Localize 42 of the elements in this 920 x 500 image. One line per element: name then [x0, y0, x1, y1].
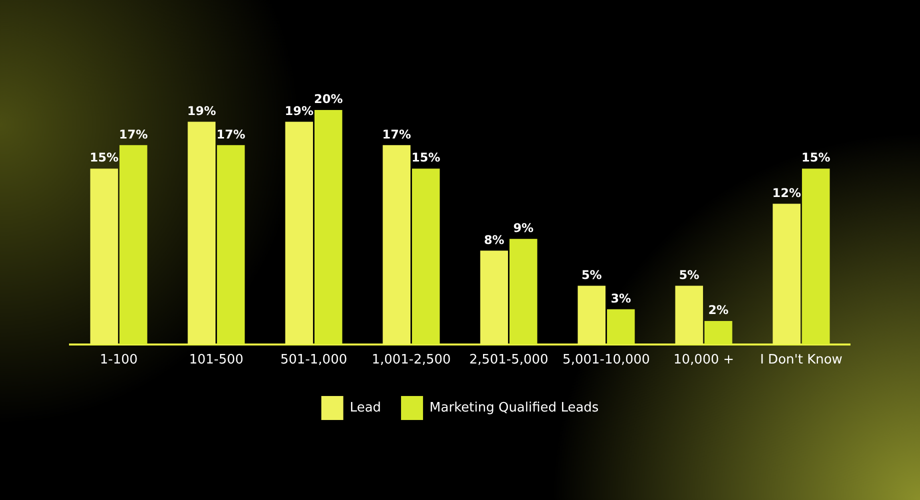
data-label: 5% — [678, 268, 700, 282]
bar — [119, 145, 148, 344]
bar — [216, 145, 245, 344]
bar — [606, 309, 635, 344]
bar — [802, 168, 830, 344]
data-label: 15% — [802, 150, 830, 165]
data-label: 12% — [772, 186, 801, 200]
bar — [704, 320, 732, 344]
data-label: 17% — [119, 127, 148, 142]
data-label: 20% — [314, 92, 343, 106]
bar — [412, 168, 440, 344]
legend-label: Lead — [350, 400, 382, 416]
data-label: 8% — [484, 232, 504, 247]
bar — [90, 168, 118, 344]
data-label: 15% — [412, 150, 440, 165]
data-label: 19% — [284, 104, 314, 118]
bar — [578, 286, 606, 344]
data-label: 9% — [513, 221, 534, 236]
bar — [285, 122, 314, 344]
bar — [480, 250, 508, 344]
bar — [314, 110, 342, 344]
bar — [382, 145, 411, 344]
x-tick-label: 501-1,000 — [280, 352, 348, 368]
data-label: 5% — [581, 268, 602, 282]
bar — [509, 238, 538, 344]
x-tick-label: 10,000 + — [673, 352, 734, 368]
bar — [675, 286, 704, 344]
x-tick-label: 2,501-5,000 — [469, 352, 548, 368]
x-tick-label: 5,001-10,000 — [562, 352, 650, 368]
data-label: 3% — [610, 291, 632, 306]
data-label: 2% — [708, 303, 729, 318]
data-label: 19% — [187, 104, 216, 118]
x-tick-label: 1-100 — [100, 352, 138, 368]
x-tick-label: I Don't Know — [760, 352, 843, 368]
data-label: 17% — [382, 127, 411, 142]
legend-label: Marketing Qualified Leads — [430, 400, 599, 416]
x-tick-label: 1,001-2,500 — [372, 352, 451, 368]
x-tick-label: 101-500 — [189, 352, 244, 368]
data-label: 15% — [90, 150, 118, 165]
data-label: 17% — [216, 127, 246, 142]
bar — [772, 204, 801, 344]
bar — [188, 122, 216, 344]
